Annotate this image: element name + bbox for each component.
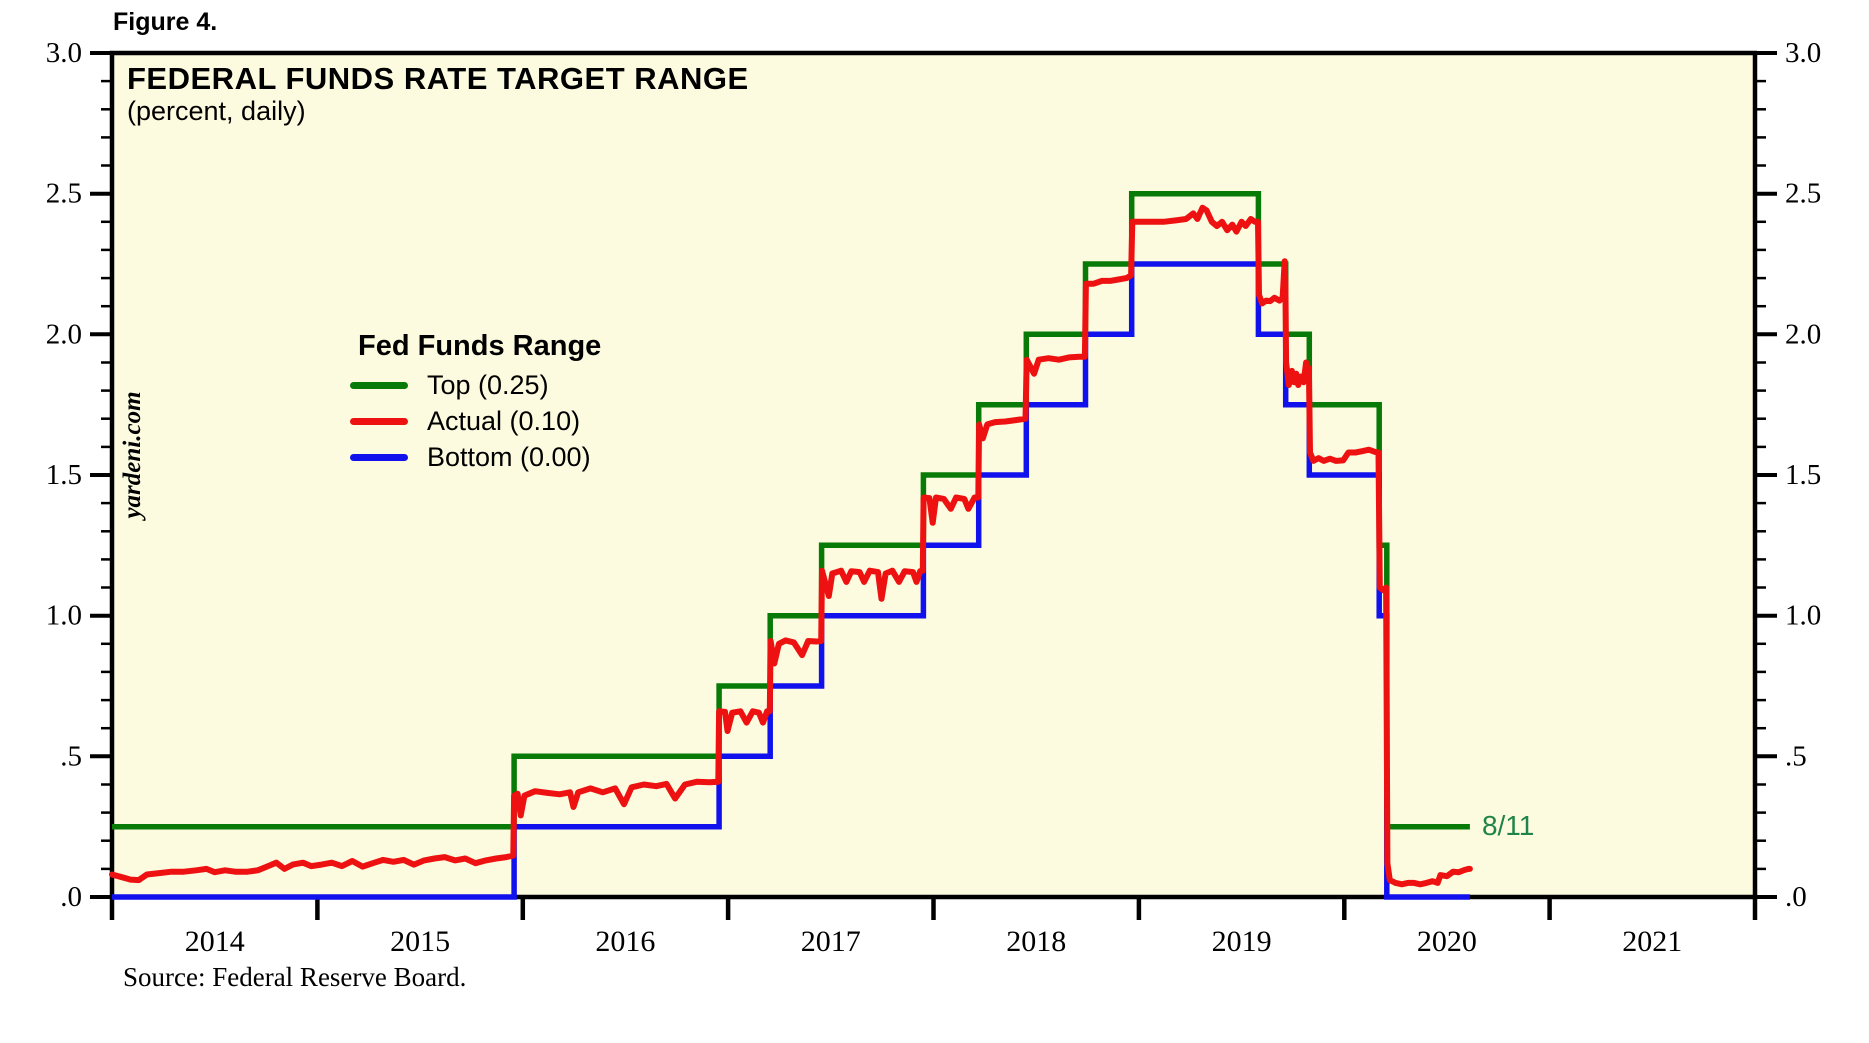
y-axis-label-left: 3.0 — [46, 37, 82, 69]
y-axis-label-left: .5 — [60, 740, 82, 772]
legend-item-top: Top (0.25) — [350, 367, 601, 403]
y-axis-label-right: 1.0 — [1785, 600, 1821, 632]
x-axis-label-year: 2020 — [1417, 925, 1477, 958]
annotation-last-date: 8/11 — [1481, 809, 1535, 841]
y-axis-label-right: .0 — [1785, 881, 1807, 913]
x-axis-label-year: 2019 — [1212, 925, 1272, 958]
y-axis-label-right: 2.0 — [1785, 318, 1821, 350]
x-axis-label-year: 2016 — [595, 925, 655, 958]
y-axis-label-right: .5 — [1785, 740, 1807, 772]
x-axis-label-year: 2017 — [801, 925, 861, 958]
y-axis-label-left: 2.0 — [46, 318, 82, 350]
x-axis-label-year: 2014 — [185, 925, 245, 958]
source-note: Source: Federal Reserve Board. — [123, 962, 467, 992]
x-axis-label-year: 2021 — [1622, 925, 1682, 958]
legend-label-top: Top (0.25) — [427, 369, 549, 400]
figure-label: Figure 4. — [113, 8, 218, 36]
legend-title: Fed Funds Range — [358, 330, 602, 362]
actual-rate-line — [109, 204, 1473, 888]
legend-item-bottom: Bottom (0.00) — [350, 439, 601, 475]
y-axis-label-left: 2.5 — [46, 178, 82, 210]
y-axis-label-right: 3.0 — [1785, 37, 1821, 69]
legend-item-actual: Actual (0.10) — [350, 403, 601, 439]
legend-label-bottom: Bottom (0.00) — [427, 441, 591, 472]
watermark-yardeni: yardeni.com — [119, 391, 146, 519]
y-axis-label-left: .0 — [60, 881, 82, 913]
legend: Fed Funds Range Top (0.25) Actual (0.10)… — [350, 330, 601, 475]
y-axis-label-right: 2.5 — [1785, 178, 1821, 210]
legend-swatch-top-line — [350, 381, 408, 389]
legend-swatch-bottom-line — [350, 453, 408, 461]
chart-title: FEDERAL FUNDS RATE TARGET RANGE — [127, 61, 749, 96]
chart-subtitle: (percent, daily) — [127, 96, 306, 126]
y-axis-label-left: 1.5 — [46, 459, 82, 491]
top-range-line — [112, 190, 1470, 830]
y-axis-label-right: 1.5 — [1785, 459, 1821, 491]
y-axis-label-left: 1.0 — [46, 600, 82, 632]
legend-label-actual: Actual (0.10) — [427, 405, 581, 436]
legend-swatch-actual-line — [350, 417, 408, 425]
x-axis-label-year: 2018 — [1006, 925, 1066, 958]
bottom-range-line — [112, 261, 1470, 900]
axis-tick-labels: 3.0 3.0 2.5 2.5 2.0 2.0 1.5 1.5 1.0 1.0 .5 .5 .0 .0 20… — [46, 37, 1822, 958]
x-axis-label-year: 2015 — [390, 925, 450, 958]
plot-frame — [109, 50, 1758, 900]
